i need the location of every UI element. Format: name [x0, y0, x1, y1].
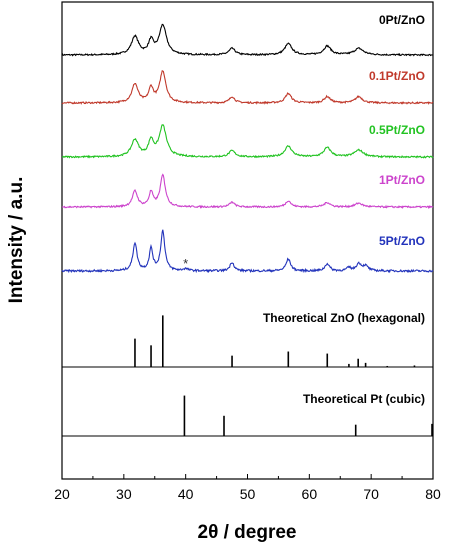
- trace-line: [61, 173, 434, 210]
- series-label: 1Pt/ZnO: [379, 173, 425, 187]
- x-tick-label: 20: [54, 486, 70, 502]
- x-tick-label: 40: [178, 486, 194, 502]
- series-label: Theoretical ZnO (hexagonal): [263, 311, 425, 325]
- x-tick-label: 70: [363, 486, 379, 502]
- series-label: 0Pt/ZnO: [379, 13, 425, 27]
- trace-line: [61, 229, 434, 274]
- series-label: 0.5Pt/ZnO: [369, 123, 425, 137]
- x-axis-ticks: 20 30 40 50 60 70 80: [54, 474, 441, 502]
- series-label: 5Pt/ZnO: [379, 234, 425, 248]
- y-axis-label: Intensity / a.u.: [6, 177, 27, 304]
- trace-line: [61, 23, 434, 57]
- x-tick-label: 50: [240, 486, 256, 502]
- series-labels-group: 0Pt/ZnO 0.1Pt/ZnO 0.5Pt/ZnO 1Pt/ZnO 5Pt/ZnO T…: [263, 13, 425, 406]
- x-tick-label: 80: [425, 486, 441, 502]
- trace-line: [62, 124, 434, 159]
- x-axis-label: 2θ / degree: [198, 522, 297, 543]
- series-label: Theoretical Pt (cubic): [303, 392, 425, 406]
- x-tick-label: 30: [116, 486, 132, 502]
- trace-line: [61, 70, 434, 105]
- impurity-asterisk: *: [183, 256, 188, 271]
- traces-group: [61, 23, 434, 437]
- series-label: 0.1Pt/ZnO: [369, 69, 425, 83]
- x-tick-label: 60: [302, 486, 318, 502]
